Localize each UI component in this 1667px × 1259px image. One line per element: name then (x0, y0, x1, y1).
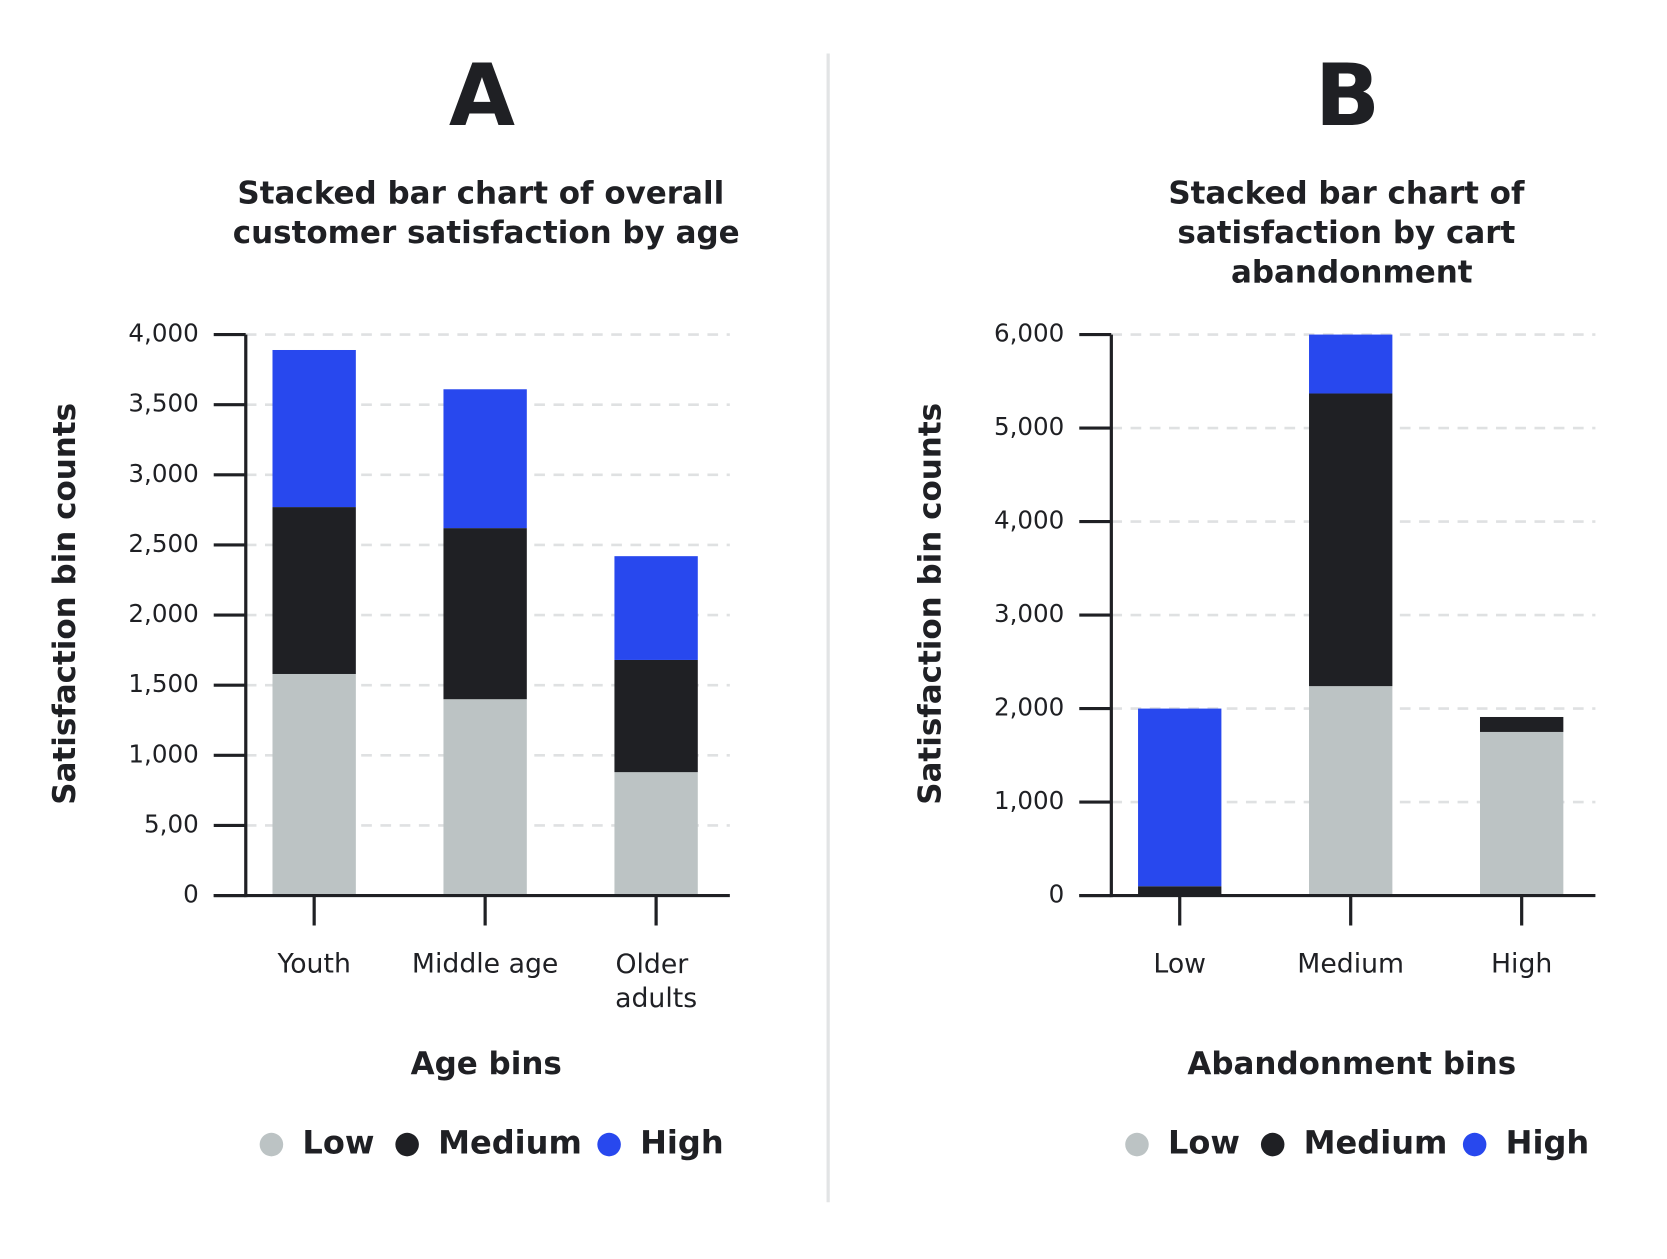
x-tick-label: Older adults (615, 949, 697, 1014)
bar-segment (614, 556, 698, 660)
bar-segment (272, 673, 356, 896)
bar-segment (1309, 686, 1393, 896)
y-tick-label: 4,000 (994, 506, 1064, 535)
x-axis-label: Age bins (411, 1046, 562, 1082)
legend-marker (1125, 1132, 1149, 1157)
y-tick-label: 3,000 (994, 599, 1064, 628)
y-tick-label: 1,000 (994, 786, 1064, 815)
y-tick-label: 6,000 (994, 319, 1064, 348)
y-tick-label: 3,000 (128, 459, 198, 488)
bar-segment (443, 528, 527, 700)
bar-segment (272, 349, 356, 508)
legend-marker (395, 1132, 419, 1157)
legend-marker (1462, 1132, 1487, 1157)
legend-label: Medium (438, 1124, 582, 1162)
chart-title: Stacked bar chart of satisfaction by car… (1168, 175, 1535, 290)
y-tick-label: 2,500 (128, 529, 198, 558)
y-tick-label: 2,000 (128, 599, 198, 628)
chart-title: Stacked bar chart of overall customer sa… (233, 175, 740, 251)
y-tick-label: 1,500 (128, 669, 198, 698)
legend-label: High (640, 1124, 724, 1162)
legend-label: Low (302, 1124, 374, 1162)
y-tick-label: 1,000 (128, 739, 198, 768)
panel-label: A (449, 47, 515, 146)
bar-segment (1309, 334, 1393, 394)
bar-segment (614, 659, 698, 773)
legend-label: Low (1168, 1124, 1240, 1162)
x-tick-label: Medium (1297, 949, 1404, 980)
x-tick-label: Youth (276, 949, 350, 980)
y-tick-label: 5,00 (144, 809, 199, 838)
x-tick-label: Middle age (412, 949, 558, 980)
bar-segment (614, 772, 698, 896)
y-axis-label: Satisfaction bin counts (912, 403, 948, 805)
y-tick-label: 4,000 (128, 319, 198, 348)
legend-marker (597, 1132, 621, 1157)
y-tick-label: 0 (1049, 880, 1065, 909)
bar-segment (443, 699, 527, 896)
y-tick-label: 3,500 (128, 389, 198, 418)
bar-segment (443, 389, 527, 529)
legend-marker (259, 1132, 284, 1157)
bar-segment (1479, 716, 1564, 732)
y-axis-label: Satisfaction bin counts (47, 403, 83, 805)
panel-label: B (1315, 47, 1380, 146)
bar-segment (1138, 708, 1222, 887)
y-tick-label: 2,000 (994, 693, 1064, 722)
x-tick-label: Low (1153, 949, 1206, 980)
bar-segment (1138, 886, 1222, 896)
legend-marker (1260, 1132, 1285, 1157)
legend-label: High (1506, 1124, 1590, 1162)
legend-label: Medium (1304, 1124, 1448, 1162)
bar-segment (1479, 731, 1564, 896)
y-tick-label: 5,000 (994, 412, 1064, 441)
x-axis-label: Abandonment bins (1187, 1046, 1516, 1082)
bar-segment (1309, 393, 1393, 687)
bar-segment (272, 507, 356, 674)
y-tick-label: 0 (183, 880, 199, 909)
x-tick-label: High (1491, 949, 1552, 980)
